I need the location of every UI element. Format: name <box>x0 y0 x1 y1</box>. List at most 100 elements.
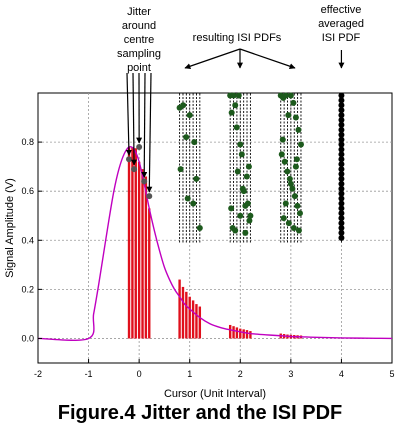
isi-pdf-point <box>278 151 285 158</box>
x-tick-label: 3 <box>288 369 293 379</box>
isi-pdf-point <box>183 134 190 141</box>
averaged-pdf-point <box>338 146 345 153</box>
jitter-arrow <box>141 72 148 178</box>
isi-pdf-point <box>235 92 242 99</box>
isi-pdf-point <box>297 141 304 148</box>
isi-pdf-point <box>243 173 250 180</box>
x-axis-label: Cursor (Unit Interval) <box>164 388 266 400</box>
averaged-pdf-point <box>338 195 345 202</box>
isi-pdf-point <box>196 225 203 231</box>
averaged-pdf-point <box>338 102 345 109</box>
isi-pdf-point <box>294 202 301 209</box>
jitter-annotation-line: centre <box>124 34 155 46</box>
averaged-pdf-point <box>338 112 345 119</box>
isi-pdf-point <box>232 102 239 109</box>
isi-pdf-point <box>184 195 191 202</box>
averaged-pdf-point <box>338 210 345 217</box>
isi-pdf-point <box>177 166 184 173</box>
sample-bars <box>127 147 303 339</box>
isi-arrow <box>184 48 241 70</box>
isi-pdf-point <box>228 109 235 116</box>
figure-caption: Figure.4 Jitter and the ISI PDF <box>57 402 343 424</box>
isi-pdf-point <box>292 114 299 121</box>
isi-pdf-point <box>289 185 296 192</box>
averaged-pdf-point <box>338 200 345 207</box>
isi-pdf-point <box>247 212 254 219</box>
averaged-pdf-point <box>338 151 345 158</box>
isi-pdf-point <box>193 175 200 182</box>
jitter-annotation-line: point <box>127 62 151 74</box>
averaged-pdf-point <box>338 215 345 222</box>
annotations: Jitter around centre sampling point resulting… <box>117 4 364 193</box>
isi-pdf-point <box>285 220 292 227</box>
y-tick-label: 0.2 <box>21 284 34 294</box>
averaged-pdf-point <box>338 131 345 138</box>
isi-pdf-point <box>180 102 187 109</box>
isi-pdf-point <box>280 215 287 222</box>
averaged-pdf-point <box>338 234 345 241</box>
y-tick-label: 0.0 <box>21 333 34 343</box>
isi-pdf-point <box>228 205 235 212</box>
isi-pdf-point <box>232 227 239 234</box>
averaged-pdf-point <box>338 171 345 177</box>
jitter-arrow <box>146 72 153 193</box>
x-tick-label: 5 <box>389 369 394 379</box>
averaged-pdf-point <box>338 166 345 173</box>
averaged-pdf-point <box>338 117 345 123</box>
isi-pdf-point <box>244 200 251 207</box>
jitter-annotation-line: around <box>122 20 156 32</box>
isi-pdf-point <box>296 210 303 217</box>
averaged-pdf-point <box>338 121 345 128</box>
isi-pdf-point <box>237 141 244 148</box>
isi-pdf-point <box>295 126 302 133</box>
averaged-pdf-point <box>338 190 345 197</box>
averaged-pdf-point <box>338 92 345 99</box>
y-tick-label: 0.4 <box>21 235 34 245</box>
x-tick-label: 4 <box>339 369 344 379</box>
jitter-annotation-line: Jitter <box>127 6 151 18</box>
x-tick-label: -1 <box>85 369 93 379</box>
isi-pdf-point <box>246 217 253 224</box>
isi-pdf-point <box>242 229 249 236</box>
averaged-annotation-line: averaged <box>318 18 364 30</box>
x-tick-label: 1 <box>187 369 192 379</box>
isi-pdf-point <box>186 112 193 119</box>
isi-pdf-point <box>279 136 286 143</box>
isi-pdf-point <box>287 92 294 99</box>
averaged-pdf-point <box>338 161 345 168</box>
x-tick-label: 0 <box>137 369 142 379</box>
isi-pdf-point <box>292 163 299 170</box>
isi-pdf-point <box>287 180 294 187</box>
isi-pdf-point <box>293 156 300 163</box>
isi-pdf-point <box>245 163 252 170</box>
averaged-pdf-point <box>338 136 345 143</box>
jitter-point <box>131 166 138 173</box>
jitter-arrow <box>131 72 138 166</box>
averaged-pdf-point <box>338 185 345 192</box>
averaged-pdf-point <box>338 229 345 236</box>
jitter-point <box>126 156 133 163</box>
isi-pdf-point <box>284 168 291 175</box>
isi-pdf-point <box>191 139 198 146</box>
averaged-pdf-point <box>338 180 345 187</box>
jitter-point <box>141 178 148 185</box>
isi-pdf-point <box>282 92 289 99</box>
isi-pdf-point <box>238 151 245 158</box>
pulse-response-line <box>37 145 393 341</box>
isi-pdf-point <box>281 158 288 165</box>
data-points <box>126 92 345 241</box>
averaged-pdf-point <box>338 156 345 163</box>
isi-arrow <box>239 48 296 70</box>
x-tick-label: -2 <box>34 369 42 379</box>
averaged-annotation-line: effective <box>321 4 362 16</box>
isi-pdf-point <box>286 175 293 182</box>
axis-ticks: -2 -1 0 1 2 3 4 5 0.0 0.2 0.4 0.6 0.8 <box>21 137 394 379</box>
isi-pdf-point <box>291 193 298 200</box>
plot-area <box>37 92 393 364</box>
averaged-pdf-point <box>338 141 345 148</box>
averaged-pdf-point <box>338 126 345 133</box>
averaged-pdf-point <box>338 107 345 114</box>
isi-pdf-point <box>239 185 246 192</box>
isi-pdf-point <box>290 225 297 231</box>
